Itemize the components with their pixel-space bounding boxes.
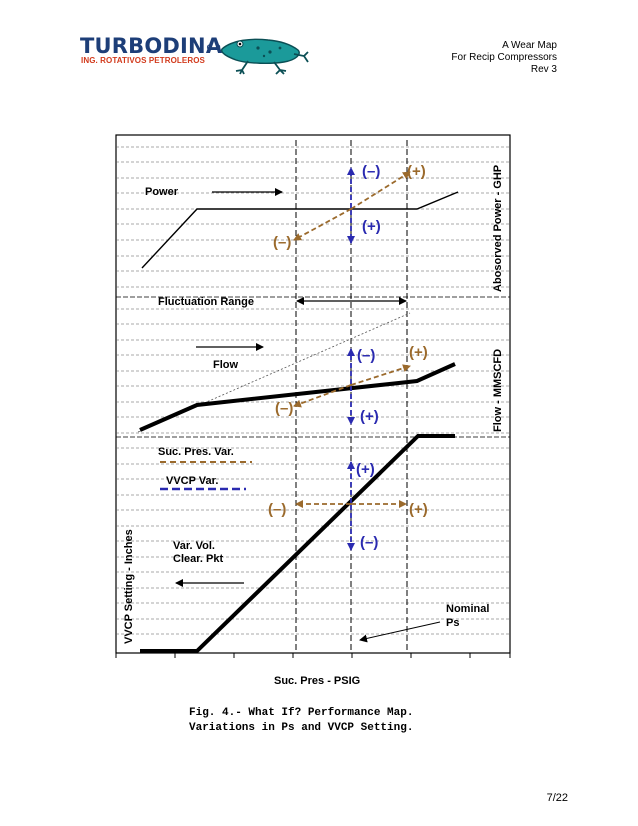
frog-logo-icon bbox=[221, 38, 309, 75]
legend-suc-pres-var: Suc. Pres. Var. bbox=[158, 446, 234, 458]
caption-line-2: Variations in Ps and VVCP Setting. bbox=[189, 722, 414, 734]
vvcp-plus-flow: (+) bbox=[360, 408, 379, 425]
power-label: Power bbox=[145, 186, 179, 198]
var-vol-label-line1: Var. Vol. bbox=[173, 540, 215, 552]
suc-var-arrow-power-down bbox=[293, 208, 352, 241]
doc-title: A Wear Map bbox=[502, 40, 557, 51]
vvcp-plus-bottom: (+) bbox=[356, 461, 375, 478]
logo-suffix: , c.a. bbox=[200, 42, 225, 53]
nominal-label-line1: Nominal bbox=[446, 603, 489, 615]
suc-var-arrow-flow-down bbox=[293, 384, 352, 408]
flow-curve bbox=[139, 362, 456, 432]
vvcp-minus-flow: (–) bbox=[357, 347, 375, 364]
doc-revision: Rev 3 bbox=[530, 64, 557, 75]
nominal-label-line2: Ps bbox=[446, 617, 459, 629]
axis-label-power: Abosorved Power - GHP bbox=[492, 165, 504, 292]
fluctuation-range-label: Fluctuation Range bbox=[158, 296, 254, 308]
suc-minus-flow: (–) bbox=[275, 400, 293, 417]
gridlines bbox=[116, 146, 510, 635]
doc-subtitle: For Recip Compressors bbox=[451, 52, 557, 63]
suc-minus-bottom: (–) bbox=[268, 501, 286, 518]
plot-frame bbox=[115, 134, 511, 654]
logo-tagline: ING. ROTATIVOS PETROLEROS bbox=[81, 56, 205, 65]
tick-marks bbox=[115, 653, 511, 658]
vvcp-curve bbox=[140, 434, 455, 653]
vvcp-minus-power: (–) bbox=[362, 163, 380, 180]
nominal-arrow bbox=[359, 621, 441, 643]
flow-label: Flow bbox=[213, 359, 238, 371]
power-curve bbox=[141, 191, 459, 269]
page-number: 7/22 bbox=[546, 792, 568, 804]
var-vol-label-line2: Clear. Pkt bbox=[173, 553, 223, 565]
document-header: A Wear Map For Recip Compressors Rev 3 bbox=[451, 40, 557, 76]
legend-vvcp-var: VVCP Var. bbox=[166, 475, 218, 487]
suc-var-arrow-power-up bbox=[350, 171, 411, 210]
suc-plus-flow: (+) bbox=[409, 344, 428, 361]
vvcp-plus-power: (+) bbox=[362, 218, 381, 235]
axis-label-vvcp: VVCP Setting - Inches bbox=[123, 529, 135, 644]
figure-caption: Fig. 4.- What If? Performance Map. Varia… bbox=[0, 706, 638, 736]
suc-minus-power: (–) bbox=[273, 234, 291, 251]
vvcp-minus-bottom: (–) bbox=[360, 534, 378, 551]
suc-plus-power: (+) bbox=[407, 163, 426, 180]
caption-line-1: Fig. 4.- What If? Performance Map. bbox=[189, 707, 414, 719]
company-logo: TURBODINA , c.a. ING. ROTATIVOS PETROLER… bbox=[80, 34, 310, 78]
axis-label-suction: Suc. Pres - PSIG bbox=[274, 675, 360, 687]
suc-var-arrow-flow-up bbox=[350, 364, 411, 386]
logo-name: TURBODINA bbox=[80, 34, 223, 58]
axis-label-flow: Flow - MMSCFD bbox=[492, 349, 504, 432]
suc-plus-bottom: (+) bbox=[409, 501, 428, 518]
